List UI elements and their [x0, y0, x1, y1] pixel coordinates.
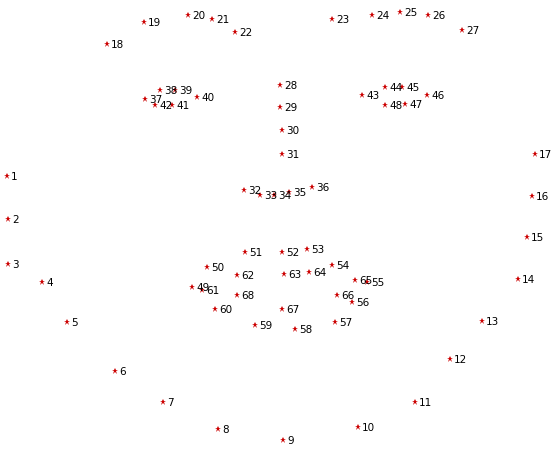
Text: 30: 30 — [286, 126, 299, 136]
Text: 29: 29 — [284, 103, 297, 113]
Text: 7: 7 — [167, 397, 174, 407]
Text: 14: 14 — [522, 274, 535, 285]
Text: 12: 12 — [454, 354, 467, 364]
Text: 20: 20 — [192, 11, 205, 21]
Text: 33: 33 — [264, 191, 277, 201]
Text: 61: 61 — [206, 285, 219, 295]
Text: 31: 31 — [286, 150, 299, 160]
Text: 23: 23 — [336, 15, 349, 25]
Text: 42: 42 — [159, 101, 172, 111]
Text: 2: 2 — [12, 215, 18, 225]
Text: 40: 40 — [201, 93, 214, 103]
Text: 11: 11 — [419, 397, 432, 407]
Text: 47: 47 — [409, 100, 422, 110]
Text: 3: 3 — [12, 259, 18, 269]
Text: 55: 55 — [371, 277, 384, 287]
Text: 25: 25 — [404, 8, 417, 18]
Text: 15: 15 — [531, 232, 544, 243]
Text: 10: 10 — [362, 422, 375, 432]
Text: 1: 1 — [11, 172, 18, 182]
Text: 41: 41 — [176, 101, 189, 111]
Text: 37: 37 — [149, 95, 162, 105]
Text: 50: 50 — [211, 262, 224, 272]
Text: 65: 65 — [359, 276, 372, 285]
Text: 18: 18 — [111, 40, 124, 50]
Text: 27: 27 — [466, 26, 479, 36]
Text: 13: 13 — [486, 316, 499, 326]
Text: 52: 52 — [286, 248, 299, 258]
Text: 35: 35 — [293, 188, 306, 198]
Text: 58: 58 — [299, 324, 312, 334]
Text: 19: 19 — [148, 18, 161, 28]
Text: 57: 57 — [339, 318, 352, 327]
Text: 38: 38 — [164, 86, 177, 96]
Text: 53: 53 — [311, 244, 324, 254]
Text: 4: 4 — [46, 277, 52, 287]
Text: 51: 51 — [249, 248, 262, 258]
Text: 44: 44 — [389, 83, 402, 93]
Text: 49: 49 — [196, 282, 209, 292]
Text: 62: 62 — [241, 271, 254, 281]
Text: 9: 9 — [287, 435, 294, 445]
Text: 66: 66 — [341, 290, 354, 300]
Text: 43: 43 — [366, 91, 379, 101]
Text: 34: 34 — [278, 191, 291, 201]
Text: 22: 22 — [239, 28, 252, 38]
Text: 26: 26 — [432, 11, 445, 21]
Text: 46: 46 — [431, 91, 444, 101]
Text: 39: 39 — [179, 86, 193, 96]
Text: 48: 48 — [389, 101, 402, 111]
Text: 45: 45 — [406, 83, 419, 93]
Text: 8: 8 — [222, 424, 229, 434]
Text: 28: 28 — [284, 81, 297, 91]
Text: 68: 68 — [241, 290, 254, 300]
Text: 24: 24 — [376, 11, 389, 21]
Text: 36: 36 — [316, 183, 329, 193]
Text: 54: 54 — [336, 260, 349, 271]
Text: 63: 63 — [288, 269, 301, 279]
Text: 67: 67 — [286, 304, 299, 314]
Text: 56: 56 — [356, 297, 369, 307]
Text: 64: 64 — [313, 267, 326, 277]
Text: 6: 6 — [119, 366, 126, 376]
Text: 17: 17 — [539, 150, 552, 160]
Text: 59: 59 — [259, 320, 272, 330]
Text: 16: 16 — [536, 192, 549, 202]
Text: 5: 5 — [71, 318, 78, 327]
Text: 60: 60 — [219, 304, 232, 314]
Text: 21: 21 — [216, 15, 229, 25]
Text: 32: 32 — [248, 186, 261, 196]
